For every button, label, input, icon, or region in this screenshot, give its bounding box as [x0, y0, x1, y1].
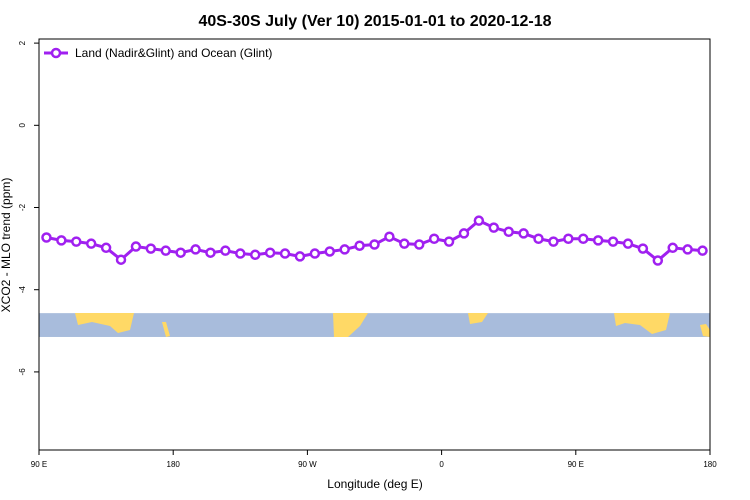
land-shape: [468, 313, 488, 324]
data-point: [607, 236, 619, 247]
legend-label: Land (Nadir&Glint) and Ocean (Glint): [75, 46, 272, 60]
chart-title: 40S-30S July (Ver 10) 2015-01-01 to 2020…: [198, 13, 551, 30]
data-point: [399, 238, 410, 249]
data-point: [309, 248, 321, 259]
x-tick-label: 0: [439, 460, 444, 469]
legend: Land (Nadir&Glint) and Ocean (Glint): [44, 46, 272, 60]
data-point: [592, 235, 604, 246]
y-tick-label: -6: [18, 368, 27, 376]
data-point: [145, 243, 157, 254]
data-point: [369, 239, 380, 250]
y-tick-label: 0: [18, 123, 27, 128]
data-point: [339, 244, 350, 255]
x-tick-label: 90 E: [568, 460, 584, 469]
data-point: [518, 228, 529, 239]
data-point: [294, 251, 306, 262]
legend-marker: [50, 47, 62, 59]
data-point: [413, 239, 425, 250]
ocean-band: [39, 313, 710, 337]
data-point: [279, 248, 291, 259]
data-point: [205, 247, 216, 258]
data-point: [235, 248, 246, 259]
data-point: [622, 238, 634, 249]
y-tick-label: 2: [18, 40, 27, 45]
data-point: [637, 243, 649, 254]
data-point: [115, 254, 127, 265]
x-tick-label: 90 E: [31, 460, 47, 469]
data-point: [563, 233, 574, 244]
data-point: [41, 232, 52, 243]
data-point: [85, 238, 97, 249]
data-point: [578, 233, 589, 244]
data-point: [264, 247, 276, 258]
data-point: [100, 242, 112, 254]
data-point: [488, 222, 500, 233]
land-shape: [75, 313, 134, 333]
data-point: [682, 244, 693, 255]
data-point: [71, 236, 82, 247]
land-shape: [162, 322, 170, 337]
data-point: [667, 242, 678, 254]
data-point: [175, 247, 186, 258]
data-point: [324, 246, 336, 257]
data-point: [443, 236, 455, 247]
data-point: [503, 226, 514, 238]
x-tick-label: 90 W: [298, 460, 317, 469]
data-point: [354, 240, 365, 251]
land-shape: [614, 313, 670, 334]
plot-frame: [38, 38, 711, 451]
data-point: [697, 245, 708, 256]
data-point: [458, 228, 470, 239]
map-band: [39, 313, 710, 337]
data-point: [56, 235, 67, 246]
data-point: [249, 249, 261, 261]
data-point: [160, 245, 171, 256]
data-point: [384, 231, 395, 242]
data-point: [533, 233, 544, 244]
data-point: [220, 245, 231, 256]
data-point: [428, 233, 440, 244]
x-tick-label: 180: [167, 460, 181, 469]
data-point: [190, 244, 201, 255]
y-axis-label: XCO2 - MLO trend (ppm): [0, 178, 13, 313]
land-shape: [333, 313, 368, 337]
data-point: [130, 241, 142, 252]
y-tick-label: -2: [18, 203, 27, 211]
data-point: [473, 215, 485, 226]
data-point: [652, 255, 664, 266]
x-tick-label: 180: [703, 460, 717, 469]
land-shape: [700, 324, 710, 337]
y-tick-label: -4: [18, 286, 27, 294]
data-point: [548, 236, 559, 247]
x-axis-label: Longitude (deg E): [327, 477, 422, 491]
